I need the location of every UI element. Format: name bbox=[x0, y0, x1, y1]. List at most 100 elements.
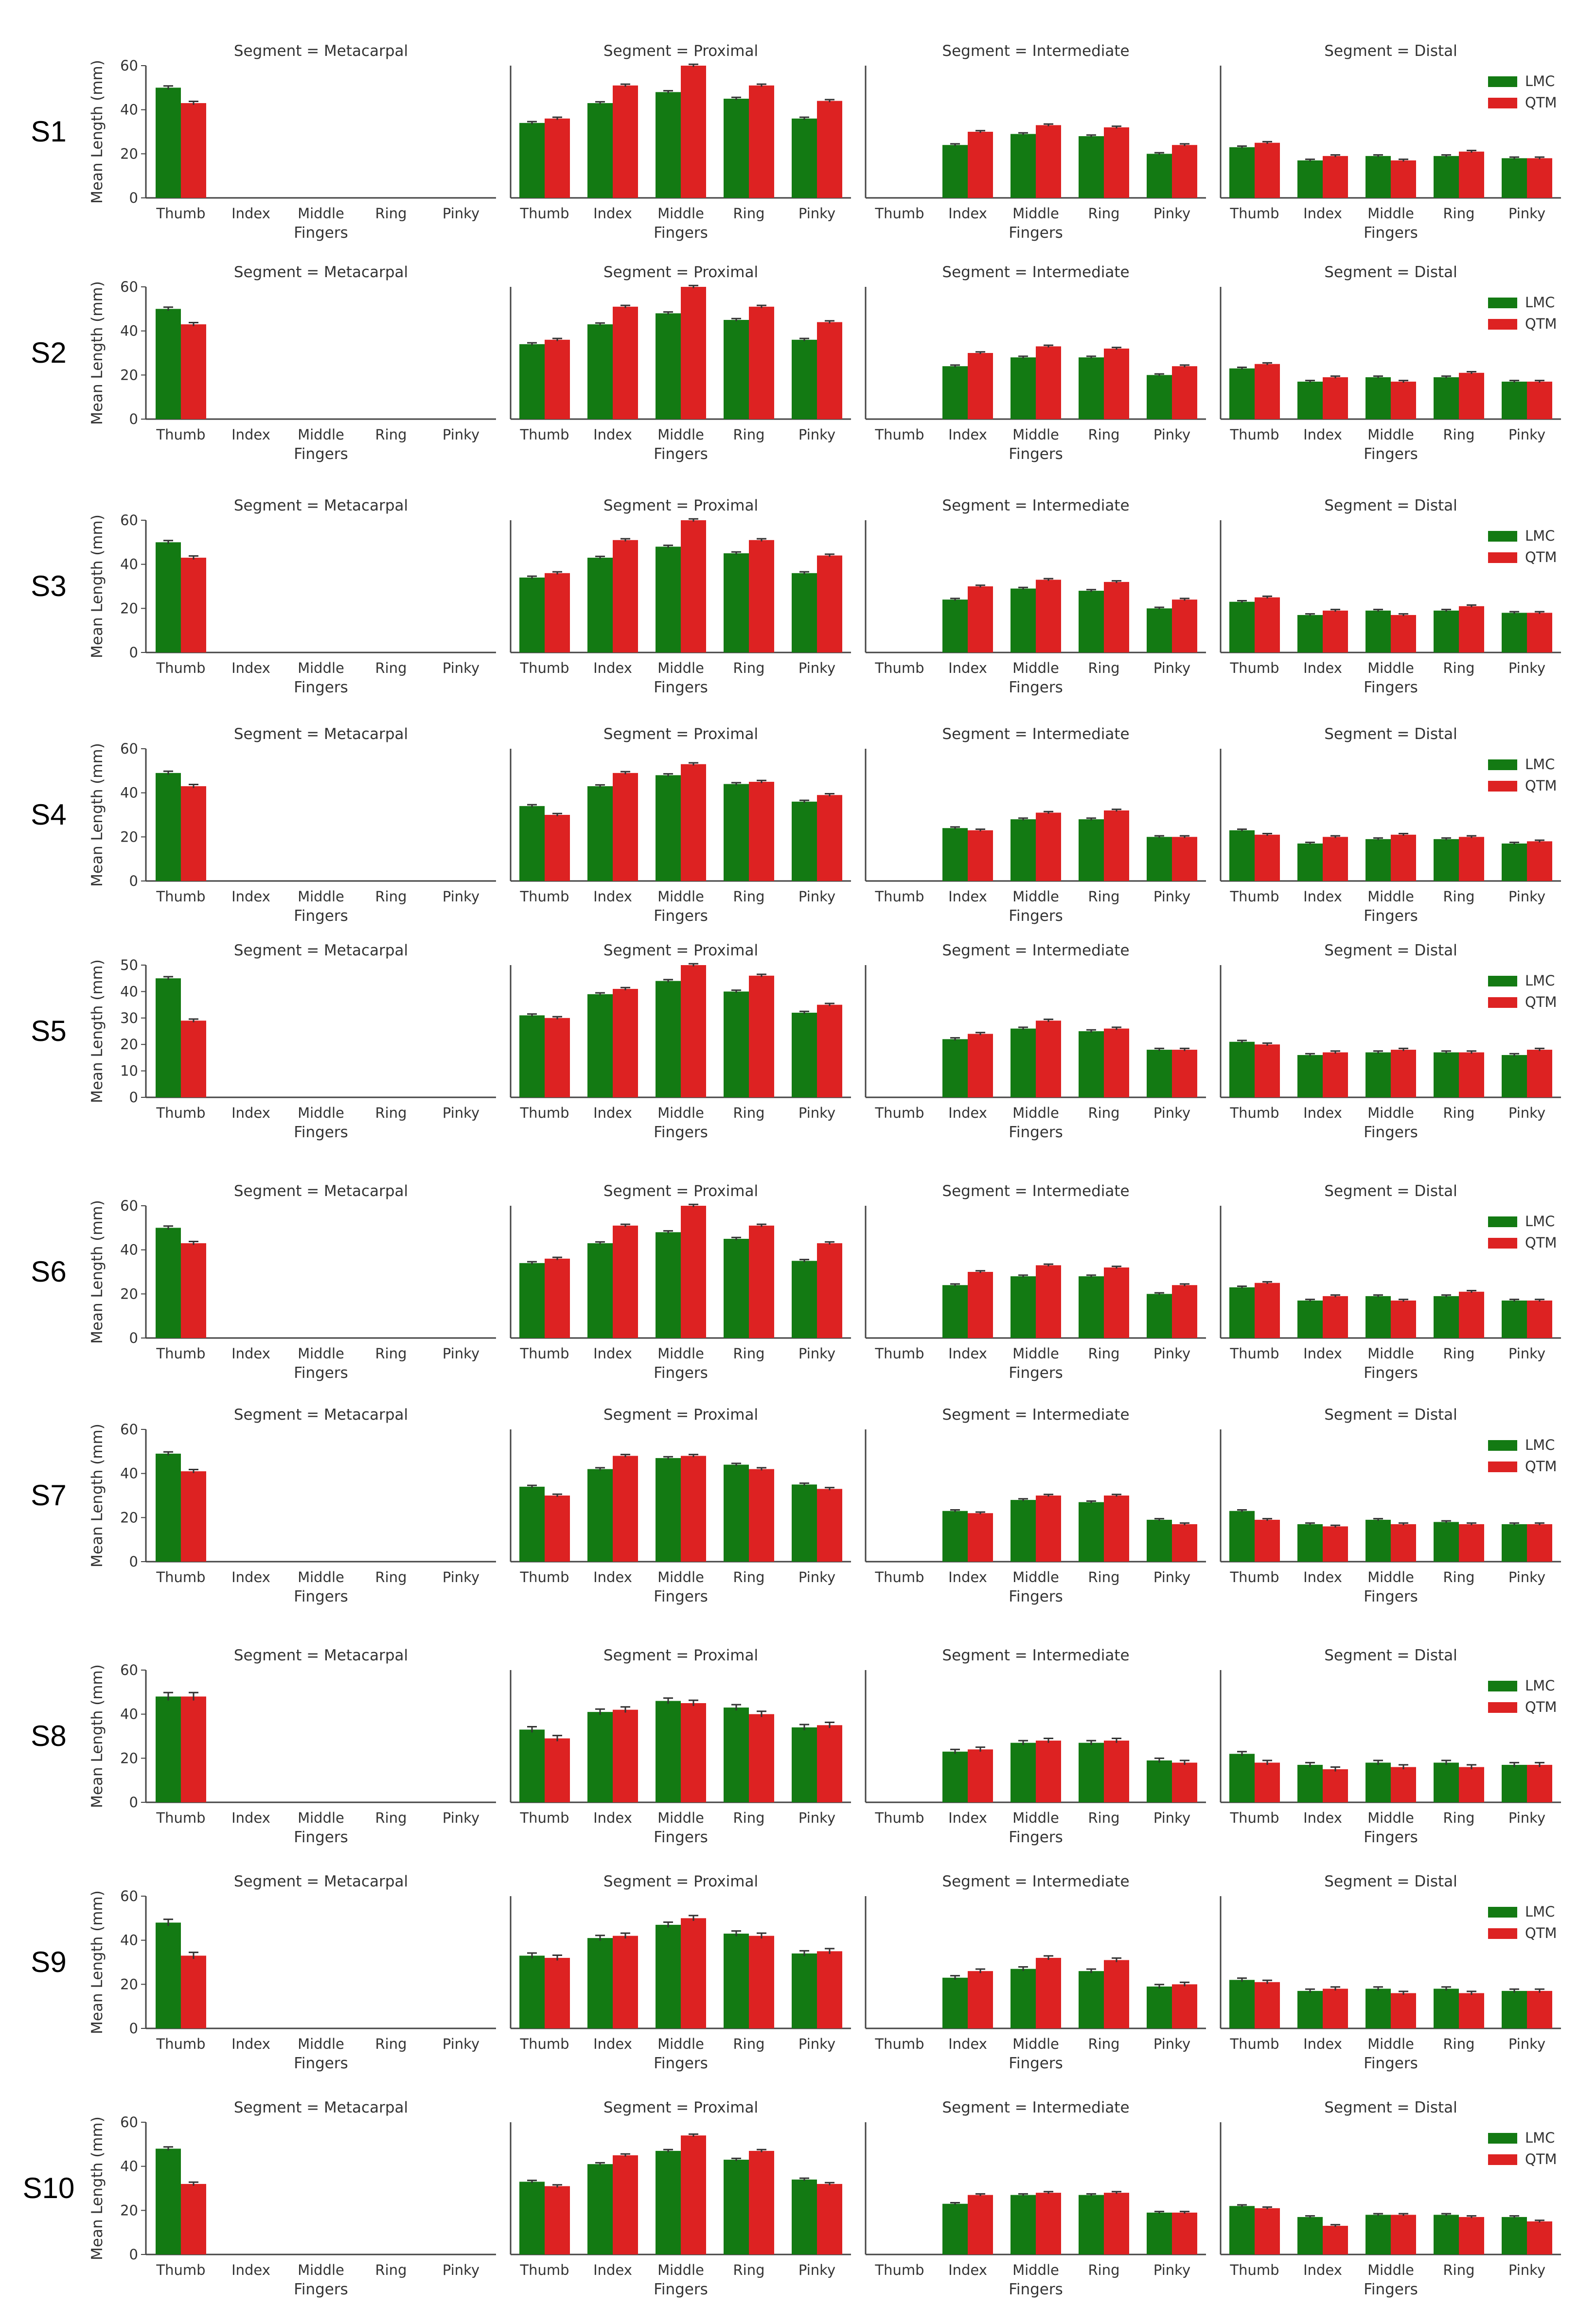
x-tick-label: Pinky bbox=[1153, 2262, 1190, 2278]
legend-label-qtm: QTM bbox=[1525, 1699, 1557, 1715]
x-tick-label: Index bbox=[1303, 426, 1342, 443]
x-tick-label: Middle bbox=[1367, 1345, 1414, 1362]
x-tick-label: Index bbox=[231, 2036, 270, 2052]
row-label-s5: S5 bbox=[31, 1015, 66, 1047]
x-tick-label: Ring bbox=[733, 1105, 765, 1121]
bar-qtm-middle bbox=[681, 1456, 706, 1562]
bar-qtm-thumb bbox=[1255, 142, 1280, 198]
x-tick-label: Ring bbox=[1443, 1810, 1475, 1826]
x-axis-label: Fingers bbox=[294, 2055, 348, 2072]
bar-qtm-index bbox=[1323, 610, 1348, 652]
bar-qtm-ring bbox=[1104, 1960, 1129, 2028]
bar-qtm-pinky bbox=[817, 2183, 842, 2254]
bar-qtm-pinky bbox=[1527, 1050, 1552, 1097]
legend-swatch-lmc bbox=[1488, 759, 1517, 770]
x-tick-label: Ring bbox=[1443, 1569, 1475, 1585]
bar-qtm-index bbox=[1323, 1296, 1348, 1338]
y-axis-label: Mean Length (mm) bbox=[89, 60, 106, 204]
bar-qtm-middle bbox=[681, 520, 706, 652]
panel-title: Segment = Proximal bbox=[603, 2099, 758, 2116]
x-tick-label: Ring bbox=[375, 1569, 407, 1585]
bar-qtm-ring bbox=[1104, 581, 1129, 652]
bar-lmc-index bbox=[1297, 1524, 1323, 1562]
y-tick-label: 0 bbox=[129, 644, 138, 661]
x-tick-label: Pinky bbox=[1153, 426, 1190, 443]
bar-lmc-thumb bbox=[519, 1729, 545, 1802]
y-tick-label: 40 bbox=[120, 1706, 138, 1723]
bar-qtm-middle bbox=[1391, 160, 1416, 198]
x-tick-label: Middle bbox=[1012, 426, 1059, 443]
bar-qtm-ring bbox=[1459, 2217, 1484, 2254]
bar-lmc-thumb bbox=[519, 344, 545, 419]
legend-label-qtm: QTM bbox=[1525, 549, 1557, 565]
x-tick-label: Middle bbox=[1012, 1569, 1059, 1585]
row-label-s6: S6 bbox=[31, 1255, 66, 1288]
panel-title: Segment = Intermediate bbox=[942, 1182, 1129, 1200]
x-tick-label: Pinky bbox=[443, 2036, 479, 2052]
x-tick-label: Pinky bbox=[1153, 205, 1190, 222]
bar-lmc-middle bbox=[1011, 1500, 1036, 1562]
bar-qtm-middle bbox=[681, 287, 706, 419]
bar-lmc-ring bbox=[1434, 156, 1459, 198]
panel-title: Segment = Metacarpal bbox=[234, 264, 408, 281]
bar-lmc-pinky bbox=[1502, 158, 1527, 198]
legend-swatch-lmc bbox=[1488, 298, 1517, 308]
bar-lmc-ring bbox=[1079, 2195, 1104, 2254]
x-tick-label: Middle bbox=[1012, 1105, 1059, 1121]
bar-qtm-ring bbox=[1459, 372, 1484, 419]
bar-lmc-thumb bbox=[156, 542, 181, 652]
bar-lmc-middle bbox=[1011, 1969, 1036, 2028]
bar-qtm-middle bbox=[1036, 2193, 1061, 2254]
x-axis-label: Fingers bbox=[1009, 679, 1063, 696]
bar-lmc-ring bbox=[1079, 591, 1104, 652]
x-tick-label: Index bbox=[231, 426, 270, 443]
legend-label-qtm: QTM bbox=[1525, 316, 1557, 332]
legend: LMC QTM bbox=[1488, 73, 1557, 111]
x-tick-label: Middle bbox=[657, 205, 704, 222]
bar-lmc-index bbox=[1297, 381, 1323, 419]
bar-qtm-middle bbox=[681, 1206, 706, 1338]
bar-lmc-pinky bbox=[1147, 1050, 1172, 1097]
bar-qtm-thumb bbox=[1255, 1982, 1280, 2028]
legend-swatch-qtm bbox=[1488, 2154, 1517, 2165]
bar-qtm-middle bbox=[1036, 1741, 1061, 1802]
bar-qtm-pinky bbox=[1172, 366, 1197, 419]
x-tick-label: Index bbox=[1303, 1569, 1342, 1585]
bar-qtm-index bbox=[1323, 2226, 1348, 2254]
bar-lmc-index bbox=[942, 145, 968, 198]
panel-title: Segment = Distal bbox=[1324, 725, 1457, 743]
bar-qtm-ring bbox=[1459, 1052, 1484, 1097]
bar-qtm-middle bbox=[681, 2135, 706, 2254]
panel-title: Segment = Proximal bbox=[603, 264, 758, 281]
panel-s3-distal: Segment = Distal Thumb Index Middle Ring Pink… bbox=[1220, 497, 1561, 696]
bar-qtm-index bbox=[968, 586, 993, 652]
x-tick-label: Middle bbox=[298, 1810, 344, 1826]
bar-lmc-middle bbox=[1365, 610, 1391, 652]
x-tick-label: Middle bbox=[298, 888, 344, 905]
panel-title: Segment = Proximal bbox=[603, 1647, 758, 1664]
bar-lmc-ring bbox=[724, 1239, 749, 1338]
x-tick-label: Ring bbox=[1088, 1345, 1120, 1362]
bar-lmc-ring bbox=[724, 99, 749, 198]
bar-qtm-thumb bbox=[181, 1021, 206, 1097]
y-tick-label: 50 bbox=[120, 957, 138, 973]
x-axis-label: Fingers bbox=[654, 445, 708, 463]
panel-s6-metacarpal: Segment = Metacarpal 0 20 40 60 Thumb Index Mid… bbox=[120, 1182, 496, 1382]
x-tick-label: Middle bbox=[1367, 660, 1414, 676]
legend: LMC QTM bbox=[1488, 1677, 1557, 1715]
panel-s2-metacarpal: Segment = Metacarpal 0 20 40 60 Thumb Index Mid… bbox=[120, 264, 496, 463]
bar-lmc-pinky bbox=[792, 339, 817, 419]
panel-title: Segment = Metacarpal bbox=[234, 725, 408, 743]
y-tick-label: 0 bbox=[129, 1553, 138, 1570]
x-tick-label: Middle bbox=[1367, 205, 1414, 222]
bar-lmc-pinky bbox=[792, 2179, 817, 2254]
bar-lmc-thumb bbox=[156, 1696, 181, 1802]
x-tick-label: Ring bbox=[1088, 888, 1120, 905]
x-tick-label: Index bbox=[948, 205, 987, 222]
panel-title: Segment = Intermediate bbox=[942, 264, 1129, 281]
bar-lmc-middle bbox=[656, 313, 681, 419]
bar-lmc-index bbox=[1297, 1990, 1323, 2028]
bar-qtm-pinky bbox=[1527, 1524, 1552, 1562]
legend-label-lmc: LMC bbox=[1525, 294, 1555, 311]
x-tick-label: Ring bbox=[733, 660, 765, 676]
